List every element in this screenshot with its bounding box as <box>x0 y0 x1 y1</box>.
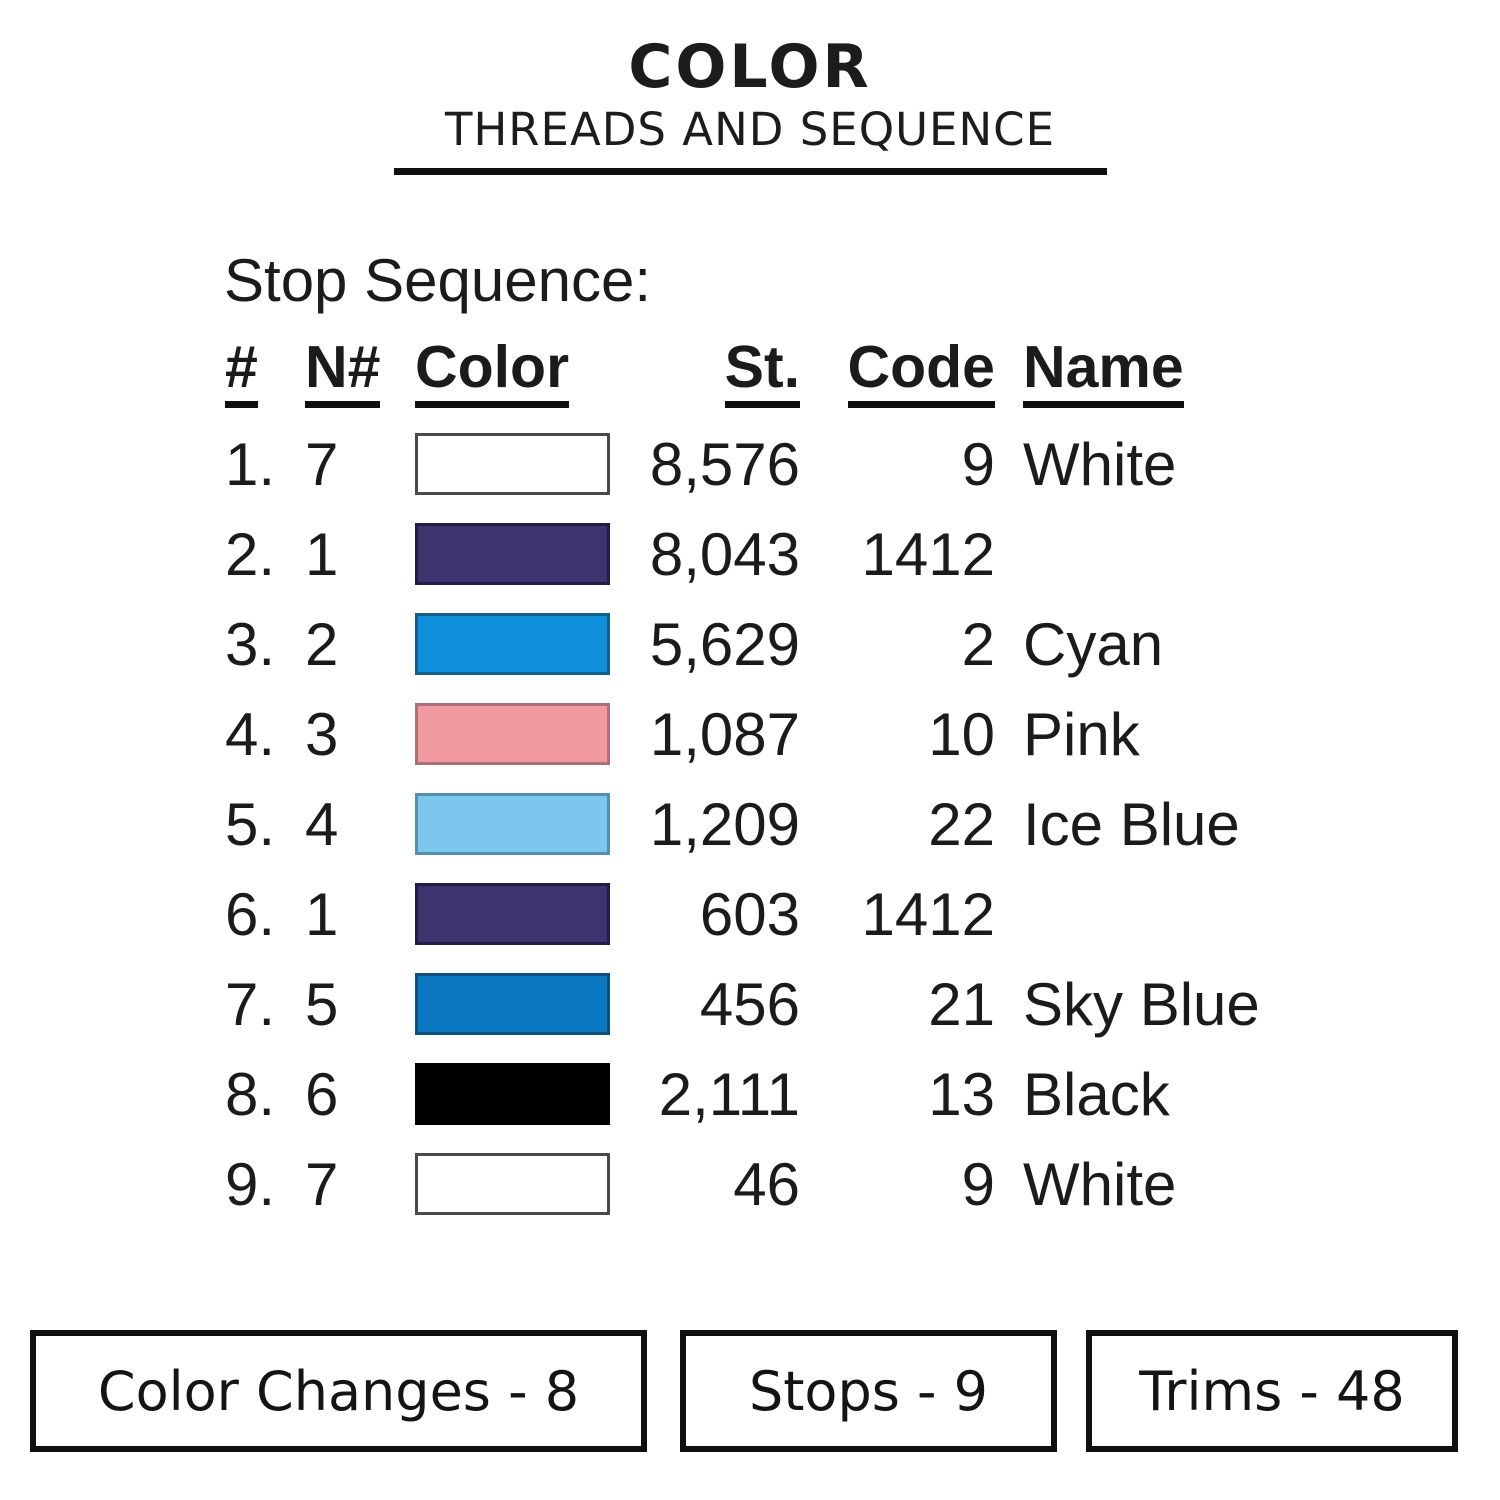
row-number: 9. <box>225 1151 276 1218</box>
thread-name: Pink <box>1023 701 1140 768</box>
table-row: 7. 5 456 21 Sky Blue <box>225 960 1483 1050</box>
color-swatch <box>415 793 610 855</box>
needle-number: 4 <box>305 791 339 858</box>
color-changes-label: Color Changes - 8 <box>97 1359 580 1423</box>
stitch-count: 8,576 <box>649 431 800 498</box>
color-swatch <box>415 1153 610 1215</box>
needle-number: 1 <box>305 881 339 948</box>
thread-name <box>995 510 1483 600</box>
table-row: 8. 6 2,111 13 Black <box>225 1050 1483 1140</box>
color-swatch <box>415 973 610 1035</box>
trims-box: Trims - 48 <box>1086 1330 1458 1452</box>
thread-code: 10 <box>928 701 995 768</box>
table-row: 5. 4 1,209 22 Ice Blue <box>225 780 1483 870</box>
thread-name: White <box>1023 431 1177 498</box>
table-row: 2. 1 8,043 1412 <box>225 510 1483 600</box>
thread-code: 22 <box>928 791 995 858</box>
color-swatch <box>415 883 610 945</box>
stitch-count: 603 <box>699 881 800 948</box>
table-row: 9. 7 46 9 White <box>225 1140 1483 1230</box>
thread-code: 2 <box>961 611 995 678</box>
thread-name <box>995 870 1483 960</box>
needle-number: 5 <box>305 971 339 1038</box>
stitch-count: 8,043 <box>649 521 800 588</box>
color-swatch <box>415 703 610 765</box>
header-needle: N# <box>305 336 415 408</box>
needle-number: 6 <box>305 1061 339 1128</box>
header-color: Color <box>415 336 610 408</box>
thread-name: White <box>1023 1151 1177 1218</box>
page-title: COLOR <box>628 32 872 102</box>
color-changes-box: Color Changes - 8 <box>30 1330 647 1452</box>
thread-code: 21 <box>928 971 995 1038</box>
thread-name: Black <box>1023 1061 1170 1128</box>
header-name: Name <box>995 336 1483 408</box>
stitch-count: 46 <box>733 1151 800 1218</box>
row-number: 5. <box>225 791 276 858</box>
title-underline <box>393 168 1107 175</box>
stops-box: Stops - 9 <box>680 1330 1057 1452</box>
thread-code: 9 <box>961 1151 995 1218</box>
title-block: COLOR THREADS AND SEQUENCE <box>0 36 1500 175</box>
stitch-count: 456 <box>699 971 800 1038</box>
stitch-count: 1,209 <box>649 791 800 858</box>
needle-number: 2 <box>305 611 339 678</box>
needle-number: 7 <box>305 1151 339 1218</box>
row-number: 8. <box>225 1061 276 1128</box>
needle-number: 1 <box>305 521 339 588</box>
color-swatch <box>415 433 610 495</box>
thread-sequence-table: # N# Color St. Code Name 1. 7 8,576 9 Wh… <box>225 336 1483 1230</box>
row-number: 3. <box>225 611 276 678</box>
thread-code: 9 <box>961 431 995 498</box>
trims-label: Trims - 48 <box>1139 1359 1405 1423</box>
needle-number: 3 <box>305 701 339 768</box>
row-number: 2. <box>225 521 276 588</box>
stops-label: Stops - 9 <box>748 1359 989 1423</box>
color-swatch <box>415 1063 610 1125</box>
table-row: 3. 2 5,629 2 Cyan <box>225 600 1483 690</box>
table-row: 6. 1 603 1412 <box>225 870 1483 960</box>
table-row: 4. 3 1,087 10 Pink <box>225 690 1483 780</box>
stitch-count: 2,111 <box>658 1061 800 1128</box>
header-stitches: St. <box>610 336 800 408</box>
thread-name: Ice Blue <box>1023 791 1240 858</box>
color-swatch <box>415 613 610 675</box>
header-code: Code <box>800 336 995 408</box>
page-subtitle: THREADS AND SEQUENCE <box>444 103 1056 156</box>
color-swatch <box>415 523 610 585</box>
thread-code: 13 <box>928 1061 995 1128</box>
header-number: # <box>225 336 305 408</box>
needle-number: 7 <box>305 431 339 498</box>
thread-name: Sky Blue <box>1023 971 1260 1038</box>
stitch-count: 1,087 <box>649 701 800 768</box>
thread-code: 1412 <box>861 521 995 588</box>
thread-name: Cyan <box>1023 611 1164 678</box>
row-number: 7. <box>225 971 276 1038</box>
row-number: 4. <box>225 701 276 768</box>
row-number: 6. <box>225 881 276 948</box>
table-header-row: # N# Color St. Code Name <box>225 336 1483 420</box>
table-row: 1. 7 8,576 9 White <box>225 420 1483 510</box>
row-number: 1. <box>225 431 276 498</box>
stitch-count: 5,629 <box>649 611 800 678</box>
thread-code: 1412 <box>861 881 995 948</box>
stop-sequence-heading: Stop Sequence: <box>224 247 652 314</box>
